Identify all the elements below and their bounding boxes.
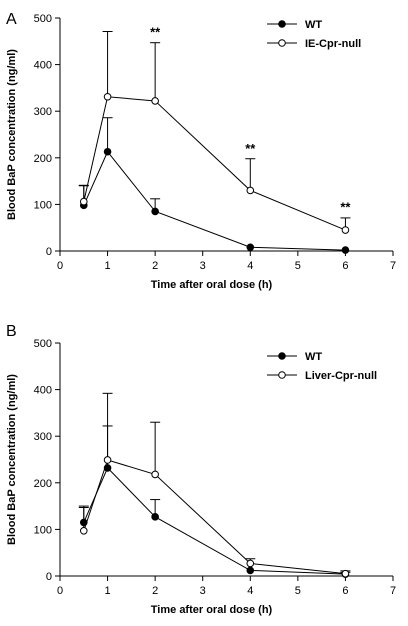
y-tick-label: 100 <box>34 199 52 211</box>
data-point <box>151 513 159 521</box>
legend-label: WT <box>305 19 322 31</box>
x-tick-label: 6 <box>342 260 348 272</box>
x-tick-label: 5 <box>295 585 301 597</box>
x-tick-label: 7 <box>390 260 396 272</box>
data-point <box>103 456 112 464</box>
series-ie-cpr-null <box>78 31 351 234</box>
series-line <box>83 467 346 575</box>
series-liver-cpr-null <box>78 392 351 578</box>
chart-panel-B: B 0 100 200 300 400 500 0 1 2 3 4 5 6 7 Time after oral… <box>6 323 396 616</box>
y-tick-label: 500 <box>34 338 52 350</box>
x-tick-label: 3 <box>200 260 206 272</box>
data-point <box>151 97 159 105</box>
y-tick-label: 400 <box>34 60 52 72</box>
series-line <box>83 459 346 575</box>
legend-marker <box>278 39 286 47</box>
panel-letter: A <box>6 11 17 28</box>
x-tick-label: 1 <box>105 260 111 272</box>
data-point <box>79 526 88 535</box>
x-tick-label: 5 <box>295 260 301 272</box>
y-axis-label: Blood BaP concentration (ng/ml) <box>6 49 18 220</box>
x-tick-label: 1 <box>105 585 111 597</box>
y-tick-label: 100 <box>34 524 52 536</box>
x-tick-label: 0 <box>57 585 63 597</box>
legend-marker <box>278 352 286 360</box>
y-tick-label: 300 <box>34 431 52 443</box>
significance-annotation: ** <box>340 199 351 214</box>
data-point <box>103 147 112 156</box>
series-wt <box>78 425 351 578</box>
y-tick-label: 300 <box>34 106 52 118</box>
x-tick-label: 2 <box>152 260 158 272</box>
y-tick-label: 400 <box>34 385 52 397</box>
data-point <box>103 92 112 101</box>
series-line <box>83 96 346 231</box>
y-axis-label: Blood BaP concentration (ng/ml) <box>6 374 18 545</box>
legend: WT IE-Cpr-null <box>267 19 361 50</box>
data-point <box>341 569 350 578</box>
x-tick-label: 6 <box>342 585 348 597</box>
panel-letter: B <box>6 323 17 340</box>
chart-panel-A: A 0 100 200 300 400 500 0 1 2 3 4 5 6 7 Time after oral… <box>6 11 396 291</box>
x-tick-label: 3 <box>200 585 206 597</box>
legend-marker <box>278 371 286 379</box>
y-tick-label: 0 <box>46 246 52 258</box>
legend-marker <box>278 20 286 28</box>
legend-label: Liver-Cpr-null <box>305 370 377 382</box>
x-tick-label: 7 <box>390 585 396 597</box>
data-point <box>246 186 255 195</box>
data-point <box>79 197 88 206</box>
series-line <box>83 150 346 251</box>
data-point <box>341 246 350 254</box>
data-point <box>246 243 255 252</box>
y-tick-label: 0 <box>46 571 52 583</box>
data-point <box>341 226 350 234</box>
y-tick-label: 200 <box>34 478 52 490</box>
x-tick-label: 4 <box>247 260 253 272</box>
x-tick-label: 4 <box>247 585 253 597</box>
x-tick-label: 0 <box>57 260 63 272</box>
data-point <box>151 207 159 216</box>
x-axis-label: Time after oral dose (h) <box>151 604 273 616</box>
data-point <box>246 566 255 575</box>
data-point <box>246 559 255 568</box>
data-point <box>151 470 159 479</box>
significance-annotation: ** <box>245 141 256 156</box>
y-tick-label: 500 <box>34 13 52 25</box>
legend-label: IE-Cpr-null <box>305 38 361 50</box>
legend-label: WT <box>305 351 322 363</box>
x-axis-label: Time after oral dose (h) <box>151 279 273 291</box>
x-tick-label: 2 <box>152 585 158 597</box>
legend: WT Liver-Cpr-null <box>267 351 377 382</box>
y-tick-label: 200 <box>34 153 52 165</box>
significance-annotation: ** <box>150 25 161 40</box>
series-wt <box>78 117 350 254</box>
